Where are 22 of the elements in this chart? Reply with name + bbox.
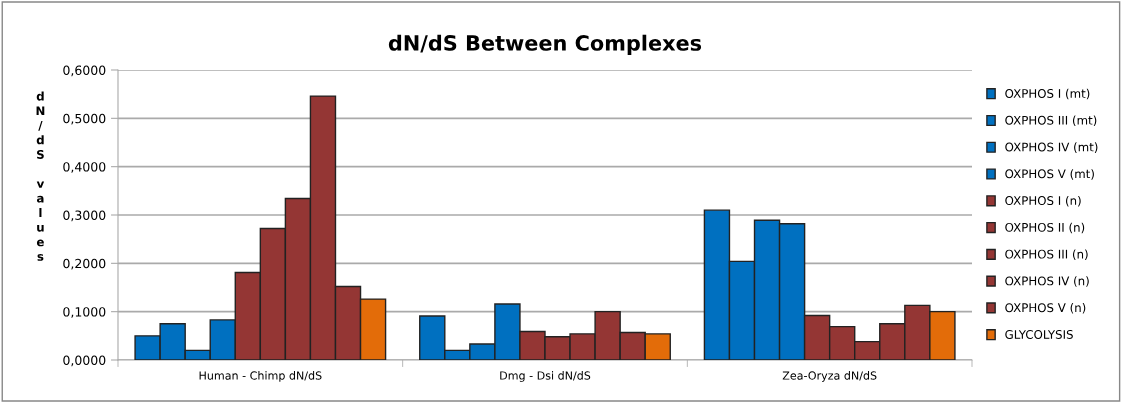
legend-label: OXPHOS III (mt)	[1005, 115, 1097, 127]
y-tick-label: 0,6000	[63, 65, 106, 77]
chart-title: dN/dS Between Complexes	[388, 34, 702, 55]
legend-label: OXPHOS I (mt)	[1005, 88, 1090, 100]
legend-label: OXPHOS III (n)	[1005, 249, 1088, 260]
y-tick-label: 0,5000	[63, 113, 106, 125]
legend-label: OXPHOS IV (n)	[1005, 276, 1089, 287]
text: dN/dS values	[36, 91, 45, 261]
legend-label: GLYCOLYSIS	[1005, 329, 1073, 339]
y-tick-label: 0,3000	[63, 210, 106, 222]
y-tick-label: 0,0000	[63, 355, 106, 367]
y-tick-label: 0,2000	[63, 258, 106, 270]
x-tick-label: Dmg - Dsi dN/dS	[500, 371, 591, 382]
legend-label: OXPHOS V (n)	[1005, 303, 1086, 314]
legend-label: OXPHOS V (mt)	[1005, 169, 1094, 180]
x-tick-label: Zea-Oryza dN/dS	[782, 371, 877, 382]
x-tick-label: Human - Chimp dN/dS	[199, 371, 322, 382]
y-tick-label: 0,4000	[63, 162, 106, 173]
legend-label: OXPHOS II (n)	[1005, 222, 1085, 234]
legend-label: OXPHOS IV (mt)	[1005, 142, 1098, 153]
y-tick-label: 0,1000	[63, 307, 106, 318]
legend-label: OXPHOS I (n)	[1005, 195, 1081, 207]
